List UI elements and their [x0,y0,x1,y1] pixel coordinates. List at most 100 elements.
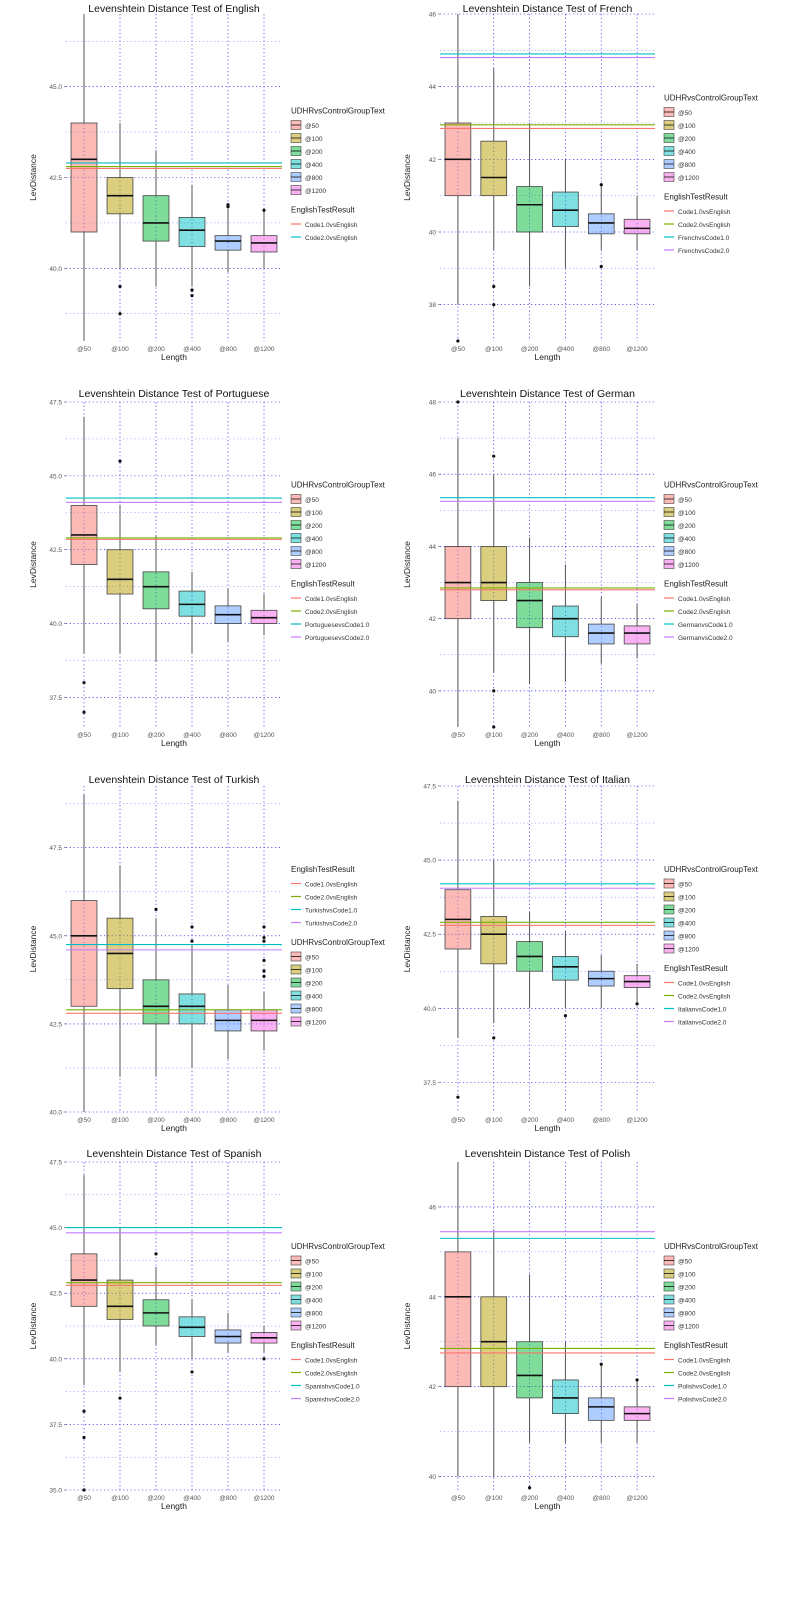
outlier-point [635,1002,639,1006]
legend-label-at200: @200 [678,523,696,530]
box-iqr [587,213,615,235]
x-tick-label: @1200 [627,346,648,353]
legend-label-at1200: @1200 [678,1324,699,1331]
y-tick-label: 40.0 [49,621,62,628]
x-tick-label: @50 [451,346,465,353]
box-@50 [444,800,472,1099]
x-tick-label: @400 [183,1495,201,1502]
box-iqr [587,623,615,645]
box-@100 [106,1227,134,1400]
x-axis-label: Length [161,738,187,748]
legend-label-at100: @100 [305,136,323,143]
x-tick-label: @100 [111,1117,129,1124]
y-tick-label: 37.5 [423,1080,436,1087]
legend-label-at100: @100 [678,123,696,130]
x-tick-label: @50 [77,1495,91,1502]
y-tick-label: 40.0 [49,1110,62,1117]
box-@1200 [623,1378,651,1443]
legend-label-series: Code2.0vsEnglish [678,222,731,229]
box-@100 [480,1229,508,1477]
box-@200 [142,150,170,287]
legend-label-series: Code2.0vsEnglish [678,1371,731,1378]
x-axis-label: Length [161,352,187,362]
box-@800 [587,1362,615,1443]
legend-label-at400: @400 [305,1298,323,1305]
legend-title-english: EnglishTestResult [664,193,728,202]
legend-label-series: ItalianvsCode2.0 [678,1020,727,1027]
outlier-point [492,725,496,729]
box-iqr [480,546,508,602]
legend-label-at400: @400 [305,162,323,169]
box-@800 [214,985,242,1060]
box-iqr [552,1379,579,1415]
y-tick-label: 46 [429,472,437,479]
legend-label-at1200: @1200 [678,947,699,954]
outlier-point [599,183,603,187]
chart-title: Levenshtein Distance Test of Turkish [89,774,260,786]
y-tick-label: 45.0 [49,1225,62,1232]
x-axis-label: Length [161,1123,187,1133]
x-tick-label: @50 [77,732,91,739]
y-tick-label: 40.0 [49,266,62,273]
x-tick-label: @100 [485,1117,503,1124]
box-@50 [444,14,472,343]
legend-label-series: FrenchvsCode1.0 [678,235,730,242]
box-@200 [516,1274,543,1490]
legend-label-series: GermanvsCode2.0 [678,635,733,642]
legend-label-series: SpanishvsCode1.0 [305,1384,360,1391]
box-@1200 [250,594,278,636]
box-@50 [70,794,98,1112]
legend-label-at1200: @1200 [305,1324,326,1331]
box-iqr [106,549,134,595]
legend-label-series: ItalianvsCode1.0 [678,1007,727,1014]
legend-label-series: TurkishvsCode2.0 [305,921,358,928]
x-tick-label: @100 [485,732,503,739]
box-@100 [106,459,134,654]
legend-label-at200: @200 [305,149,323,156]
legend-label-at100: @100 [678,895,696,902]
y-tick-label: 44 [429,1294,437,1301]
legend-title-english: EnglishTestResult [291,865,355,874]
box-@1200 [623,963,651,1006]
legend-title-udhr: UDHRvsControlGroupText [291,938,386,947]
x-tick-label: @200 [521,1117,539,1124]
box-@800 [214,203,242,272]
box-iqr [214,235,242,251]
box-iqr [106,1279,134,1320]
legend-title-udhr: UDHRvsControlGroupText [291,1242,386,1251]
legend-label-at400: @400 [305,994,323,1001]
outlier-point [118,312,122,316]
legend-title-english: EnglishTestResult [291,580,355,589]
outlier-point [82,1409,86,1413]
legend-label-at200: @200 [305,981,323,988]
x-tick-label: @800 [219,1495,237,1502]
x-tick-label: @400 [557,732,575,739]
box-@200 [516,911,543,1009]
legend-label-series: Code1.0vsEnglish [305,222,358,229]
x-tick-label: @1200 [627,1117,648,1124]
x-tick-label: @100 [485,1495,503,1502]
y-tick-label: 46 [429,12,437,19]
y-tick-label: 45.0 [49,933,62,940]
y-tick-label: 35.0 [49,1488,62,1495]
legend-label-series: Code1.0vsEnglish [678,981,731,988]
legend-label-series: Code1.0vsEnglish [305,882,358,889]
legend-label-at50: @50 [305,123,319,130]
outlier-point [118,284,122,289]
legend-label-at100: @100 [305,1272,323,1279]
legend-label-at800: @800 [305,1007,323,1014]
y-tick-label: 48 [429,400,437,407]
legend-label-at50: @50 [678,110,692,117]
outlier-point [262,925,266,929]
outlier-point [82,1488,86,1492]
outlier-point [190,925,194,929]
outlier-point [118,1396,122,1400]
y-tick-label: 40 [429,1474,437,1481]
y-tick-label: 40 [429,688,437,695]
box-@100 [480,860,508,1040]
outlier-point [635,1378,639,1382]
box-@1200 [623,195,651,251]
panel-3: Levenshtein Distance Test of German 40 42 4… [402,388,759,748]
box-@100 [480,68,508,307]
